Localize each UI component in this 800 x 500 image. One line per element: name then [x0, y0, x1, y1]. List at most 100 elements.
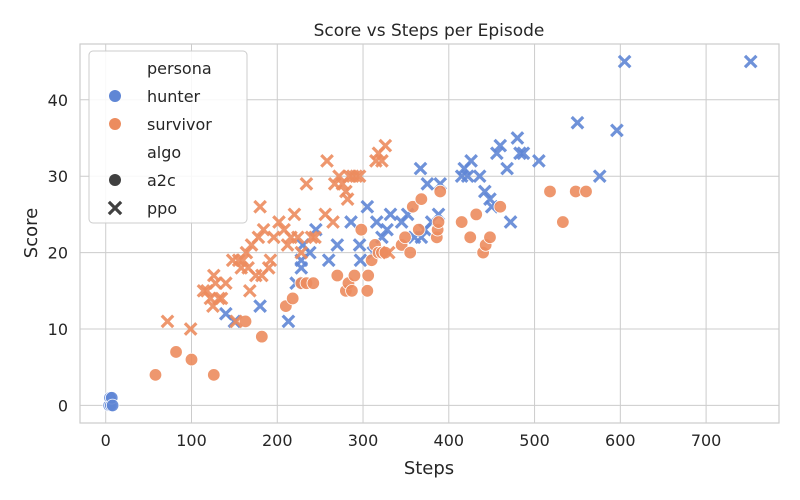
series-survivor-a2c [148, 184, 593, 382]
data-point [352, 169, 367, 184]
data-point [556, 215, 570, 229]
data-point [360, 199, 375, 214]
data-point [349, 169, 364, 184]
data-point [255, 329, 269, 344]
data-point [433, 184, 447, 199]
tick-labels: 0 100 200 300 400 500 600 700 0 10 20 30 40 [48, 91, 722, 450]
data-point [214, 291, 229, 306]
data-point [345, 284, 359, 298]
data-point [294, 245, 309, 260]
data-point [299, 176, 314, 191]
legend-survivor-label: survivor [147, 115, 212, 134]
legend-survivor-marker [109, 118, 121, 130]
series-hunter-a2c [102, 391, 120, 413]
data-point [169, 345, 183, 359]
data-points [102, 54, 758, 413]
data-point [330, 238, 345, 252]
data-point [326, 215, 340, 229]
data-point [308, 230, 322, 245]
y-tick-label: 40 [48, 91, 68, 110]
data-point [610, 123, 624, 138]
data-point [412, 222, 426, 237]
data-point [287, 207, 302, 222]
data-point [229, 314, 243, 329]
data-point [320, 154, 334, 168]
data-point [184, 352, 199, 367]
data-point [347, 268, 362, 283]
data-point [251, 230, 266, 245]
data-point [464, 154, 478, 168]
data-point [398, 230, 412, 245]
x-tick-label: 300 [348, 431, 379, 450]
legend-hunter-label: hunter [147, 87, 201, 106]
data-point [207, 368, 221, 382]
data-point [543, 184, 557, 199]
x-tick-label: 200 [262, 431, 293, 450]
data-point [148, 368, 163, 382]
legend-ppo-marker [107, 200, 123, 216]
data-point [463, 230, 477, 245]
plot-frame [79, 43, 780, 424]
data-point [281, 314, 296, 329]
data-point [242, 283, 257, 298]
data-point [321, 253, 336, 268]
x-tick-label: 0 [101, 431, 111, 450]
legend-a2c-label: a2c [147, 171, 176, 190]
data-point [238, 314, 253, 329]
data-point [420, 176, 435, 191]
data-point [105, 398, 120, 413]
data-point [183, 322, 198, 336]
data-point [208, 276, 223, 291]
series-survivor-ppo [160, 138, 396, 336]
data-point [352, 238, 367, 252]
data-point [306, 276, 320, 290]
data-point [477, 184, 492, 199]
data-point [579, 184, 593, 199]
x-tick-label: 600 [605, 431, 636, 450]
data-point [353, 253, 368, 268]
data-point [378, 138, 393, 153]
data-point [361, 268, 375, 283]
data-point [413, 161, 428, 176]
data-point [330, 268, 345, 283]
data-point [253, 299, 267, 313]
legend-a2c-marker [109, 174, 121, 186]
legend-ppo-label: ppo [147, 199, 177, 218]
data-point [360, 284, 375, 298]
x-tick-label: 700 [691, 431, 722, 450]
x-axis-label: Steps [404, 458, 454, 479]
data-point [266, 230, 281, 245]
data-point [513, 146, 527, 161]
axes-frame [79, 43, 780, 424]
data-point [272, 215, 286, 229]
data-point [304, 230, 319, 245]
data-point [469, 207, 483, 222]
data-point [380, 222, 394, 237]
data-point [302, 245, 317, 260]
data-point [290, 230, 305, 245]
data-point [503, 215, 518, 229]
data-point [160, 314, 175, 329]
data-point [531, 154, 546, 168]
legend-box [88, 50, 248, 224]
data-point [493, 200, 507, 214]
data-point [286, 291, 300, 306]
data-point [460, 169, 475, 184]
data-point [340, 192, 355, 206]
y-tick-label: 10 [48, 320, 68, 339]
chart-title: Score vs Steps per Episode [314, 21, 545, 41]
data-point [493, 138, 508, 153]
data-point [516, 146, 531, 161]
data-point [592, 169, 607, 184]
x-tick-label: 400 [434, 431, 465, 450]
legend-hunter-marker [109, 90, 121, 102]
data-point [375, 154, 389, 168]
x-tick-label: 500 [519, 431, 550, 450]
data-point [218, 276, 233, 291]
y-tick-label: 0 [58, 396, 68, 415]
legend-style-title: algo [147, 143, 181, 162]
data-point [500, 161, 514, 176]
legend: persona hunter survivor algo a2c ppo [88, 50, 248, 224]
y-tick-label: 30 [48, 167, 68, 186]
data-point [483, 230, 497, 245]
